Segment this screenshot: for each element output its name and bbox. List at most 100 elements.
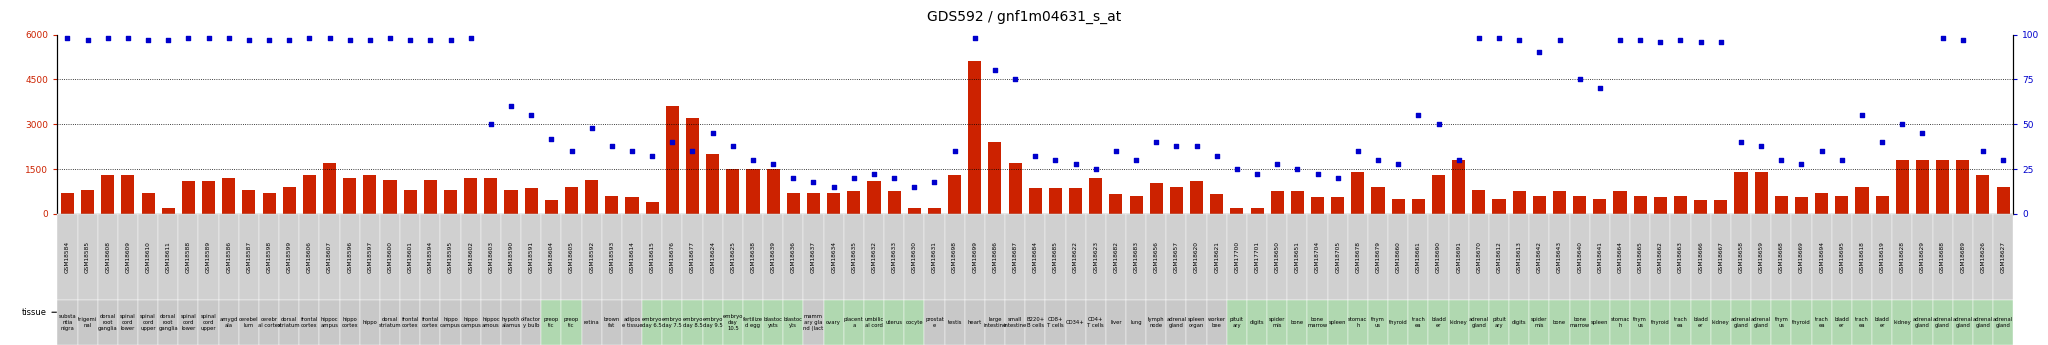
Text: GSM18636: GSM18636: [791, 241, 797, 273]
Text: GSM18679: GSM18679: [1376, 241, 1380, 273]
Text: GSM18676: GSM18676: [670, 241, 676, 273]
Point: [51, 35, 84, 41]
Text: GSM18623: GSM18623: [1094, 241, 1098, 273]
Text: GSM18639: GSM18639: [770, 241, 776, 273]
Text: GSM18695: GSM18695: [1839, 241, 1845, 273]
Text: cerebel
lum: cerebel lum: [240, 317, 258, 328]
Text: GSM18622: GSM18622: [1073, 241, 1077, 273]
Bar: [1393, 199, 1405, 214]
Text: blastoc
yts: blastoc yts: [784, 317, 803, 328]
Text: trach
ea: trach ea: [1815, 317, 1829, 328]
Text: GSM18657: GSM18657: [1174, 241, 1180, 273]
Point: [596, 143, 629, 148]
Bar: [1028, 188, 1042, 214]
Text: adrenal
gland: adrenal gland: [1972, 317, 1993, 328]
Point: [1704, 39, 1737, 45]
Text: thym
us: thym us: [1370, 317, 1384, 328]
Point: [475, 121, 508, 127]
Bar: [586, 179, 598, 214]
Text: bladd
er: bladd er: [1432, 317, 1446, 328]
Point: [999, 77, 1032, 82]
Bar: [1432, 175, 1446, 214]
Point: [1462, 35, 1495, 41]
Bar: [162, 208, 174, 214]
Bar: [221, 178, 236, 214]
Text: GSM18609: GSM18609: [125, 241, 131, 273]
Text: GSM18669: GSM18669: [1798, 241, 1804, 273]
Text: B220+
B cells: B220+ B cells: [1026, 317, 1044, 328]
Text: adrenal
gland: adrenal gland: [1731, 317, 1751, 328]
Point: [535, 136, 567, 141]
Text: GSM18590: GSM18590: [508, 241, 514, 273]
Text: hippoc
ampus: hippoc ampus: [322, 317, 338, 328]
Point: [373, 35, 406, 41]
Bar: [1997, 187, 2009, 214]
Bar: [969, 61, 981, 214]
Text: GSM18624: GSM18624: [711, 241, 715, 273]
Point: [1403, 112, 1436, 118]
Bar: [907, 208, 922, 214]
Bar: [1835, 196, 1849, 214]
Text: GSM18660: GSM18660: [1395, 241, 1401, 273]
Text: GSM18598: GSM18598: [266, 241, 272, 273]
Text: GSM18605: GSM18605: [569, 241, 573, 273]
Bar: [1655, 197, 1667, 214]
Text: bladd
er: bladd er: [1694, 317, 1708, 328]
Point: [1038, 157, 1071, 163]
Text: amygd
ala: amygd ala: [219, 317, 238, 328]
Text: dorsal
root
ganglia: dorsal root ganglia: [98, 314, 117, 331]
Point: [131, 37, 164, 43]
Point: [635, 154, 668, 159]
Text: digits: digits: [1249, 320, 1264, 325]
Text: lung: lung: [1130, 320, 1143, 325]
Text: GSM18687: GSM18687: [1012, 241, 1018, 273]
Bar: [1473, 190, 1485, 214]
Text: GSM18618: GSM18618: [1860, 241, 1864, 273]
Text: spider
mis: spider mis: [1270, 317, 1286, 328]
Point: [1987, 157, 2019, 163]
Text: dorsal
root
ganglia: dorsal root ganglia: [158, 314, 178, 331]
Text: GSM18699: GSM18699: [973, 241, 977, 273]
Text: GSM18668: GSM18668: [1780, 241, 1784, 273]
Bar: [61, 193, 74, 214]
Text: GSM18637: GSM18637: [811, 241, 815, 273]
Bar: [868, 181, 881, 214]
Point: [272, 37, 305, 43]
Text: GSM18662: GSM18662: [1657, 241, 1663, 273]
Text: preop
tic: preop tic: [563, 317, 580, 328]
Text: fertilize
d egg: fertilize d egg: [743, 317, 764, 328]
Bar: [465, 178, 477, 214]
Text: GSM18619: GSM18619: [1880, 241, 1884, 273]
Text: GSM18604: GSM18604: [549, 241, 553, 273]
Text: bladd
er: bladd er: [1835, 317, 1849, 328]
Text: thym
us: thym us: [1774, 317, 1788, 328]
Text: GSM18704: GSM18704: [1315, 241, 1321, 273]
Text: GSM17700: GSM17700: [1235, 241, 1239, 273]
Point: [414, 37, 446, 43]
Point: [1221, 166, 1253, 172]
Bar: [1876, 196, 1888, 214]
Text: GSM18607: GSM18607: [328, 241, 332, 273]
Point: [717, 143, 750, 148]
Bar: [141, 193, 156, 214]
Point: [979, 68, 1012, 73]
Text: GSM18691: GSM18691: [1456, 241, 1460, 273]
Text: uterus: uterus: [885, 320, 903, 325]
Text: frontal
cortex: frontal cortex: [401, 317, 420, 328]
Text: GDS592 / gnf1m04631_s_at: GDS592 / gnf1m04631_s_at: [928, 10, 1120, 24]
Text: GSM18638: GSM18638: [750, 241, 756, 273]
Text: embryo
day 7.5: embryo day 7.5: [662, 317, 682, 328]
Bar: [1855, 187, 1868, 214]
Text: GSM18612: GSM18612: [1497, 241, 1501, 273]
Bar: [686, 118, 698, 214]
Point: [1866, 139, 1898, 145]
Point: [1966, 148, 1999, 154]
Point: [455, 35, 487, 41]
Text: GSM18689: GSM18689: [1960, 241, 1966, 273]
Point: [172, 35, 205, 41]
Point: [1683, 39, 1716, 45]
Text: GSM18585: GSM18585: [86, 241, 90, 273]
Text: spinal
cord
lower: spinal cord lower: [180, 314, 197, 331]
Point: [1907, 130, 1939, 136]
Text: GSM18599: GSM18599: [287, 241, 291, 273]
